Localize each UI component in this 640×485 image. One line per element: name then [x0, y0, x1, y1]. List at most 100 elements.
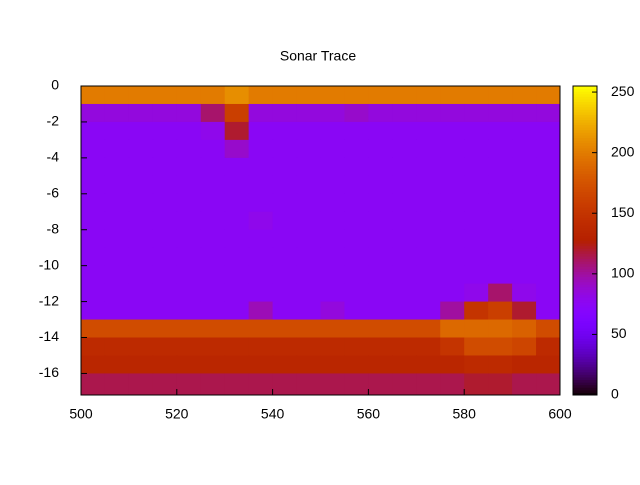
heat-cell — [248, 319, 274, 339]
heat-cell — [248, 355, 274, 374]
heat-cell — [536, 175, 561, 195]
heat-cell — [536, 247, 561, 267]
colorbar-step — [573, 142, 597, 146]
colorbar-step — [573, 333, 597, 337]
heat-cell — [104, 121, 130, 141]
heat-cell — [296, 86, 321, 105]
heat-cell — [248, 283, 274, 303]
heat-cell — [392, 355, 417, 374]
heat-cell — [224, 193, 250, 213]
heat-cell — [104, 355, 130, 374]
heat-cell — [152, 193, 178, 213]
heat-cell — [368, 103, 393, 123]
heat-cell — [152, 247, 178, 267]
heat-cell — [392, 193, 417, 213]
colorbar-step — [573, 240, 597, 244]
heat-cell — [416, 229, 441, 249]
heat-cell — [81, 283, 106, 303]
heat-cell — [512, 373, 537, 396]
heat-cell — [392, 139, 417, 159]
heat-cell — [416, 247, 441, 267]
colorbar-step — [573, 384, 597, 388]
heat-cell — [296, 337, 321, 356]
colorbar-tick-label: 100 — [611, 265, 635, 281]
colorbar-step — [573, 230, 597, 234]
heat-cell — [368, 247, 393, 267]
heat-cell — [464, 265, 489, 285]
colorbar-step — [573, 168, 597, 172]
heat-cell — [176, 355, 202, 374]
heat-cell — [81, 301, 106, 321]
heat-cell — [176, 211, 202, 231]
heat-cell — [512, 175, 537, 195]
heat-cell — [368, 337, 393, 356]
heat-cell — [464, 355, 489, 374]
heat-cell — [224, 86, 250, 105]
y-tick-label: -4 — [47, 149, 60, 165]
heat-cell — [320, 193, 345, 213]
x-tick-label: 560 — [357, 406, 381, 422]
colorbar-step — [573, 170, 597, 175]
heat-cell — [440, 175, 465, 195]
heat-cell — [176, 86, 202, 105]
heat-cell — [104, 157, 130, 177]
colorbar-step — [573, 297, 597, 301]
heat-cell — [272, 283, 298, 303]
heat-cell — [488, 373, 513, 396]
heat-cell — [224, 319, 250, 339]
colorbar-step — [573, 276, 597, 280]
colorbar-step — [573, 371, 597, 375]
heat-cell — [104, 373, 130, 396]
heat-cell — [104, 337, 130, 356]
heat-cell — [224, 139, 250, 159]
colorbar-step — [573, 176, 597, 180]
heat-cell — [272, 355, 298, 374]
heat-cell — [392, 103, 417, 123]
y-tick-label: -2 — [47, 113, 60, 129]
heat-cell — [224, 103, 250, 123]
heat-cell — [512, 283, 537, 303]
heat-cell — [81, 211, 106, 231]
y-tick-label: -6 — [47, 184, 60, 200]
heat-cell — [81, 139, 106, 159]
heat-cell — [488, 211, 513, 231]
heat-cell — [368, 229, 393, 249]
heat-cell — [320, 157, 345, 177]
heat-cell — [104, 283, 130, 303]
heat-cell — [344, 157, 369, 177]
colorbar-tick-label: 150 — [611, 204, 635, 220]
heat-cell — [320, 301, 345, 321]
heat-cell — [392, 319, 417, 339]
heat-cell — [272, 103, 298, 123]
heat-cell — [320, 103, 345, 123]
colorbar-step — [573, 219, 597, 223]
heat-cell — [272, 139, 298, 159]
heat-cell — [272, 229, 298, 249]
colorbar-step — [573, 204, 597, 208]
heat-cell — [200, 247, 226, 267]
colorbar-step — [573, 114, 597, 118]
heat-cell — [416, 373, 441, 396]
heat-cell — [272, 211, 298, 231]
colorbar-step — [573, 127, 597, 131]
heat-cell — [368, 193, 393, 213]
colorbar-tick-label: 0 — [611, 386, 619, 402]
colorbar-step — [573, 292, 597, 296]
colorbar-step — [573, 299, 597, 303]
colorbar-step — [573, 196, 597, 200]
heat-cell — [440, 247, 465, 267]
heat-cell — [81, 265, 106, 285]
heat-cell — [488, 175, 513, 195]
heat-cell — [368, 301, 393, 321]
colorbar-step — [573, 356, 597, 360]
heat-cell — [200, 355, 226, 374]
colorbar-step — [573, 158, 597, 162]
heat-cell — [200, 211, 226, 231]
colorbar-step — [573, 145, 597, 149]
heat-cell — [272, 193, 298, 213]
heat-cell — [440, 319, 465, 339]
colorbar-step — [573, 134, 597, 138]
heat-cell — [248, 229, 274, 249]
heat-cell — [224, 355, 250, 374]
heat-cell — [344, 139, 369, 159]
